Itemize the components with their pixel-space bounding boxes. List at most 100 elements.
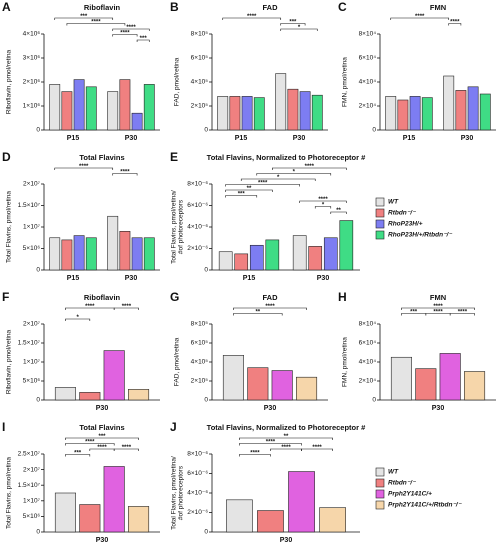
sig-label: * xyxy=(298,25,301,31)
bar xyxy=(217,96,229,131)
sig-bracket xyxy=(449,313,475,316)
bar xyxy=(397,99,409,131)
bar xyxy=(79,392,101,401)
chart-title: Total Flavins, Normalized to Photorecept… xyxy=(207,423,366,432)
sig-label: **** xyxy=(433,304,443,310)
panel-letter: A xyxy=(2,0,11,14)
y-tick-label: 4×10⁵ xyxy=(191,79,209,86)
sig-bracket xyxy=(54,167,114,170)
y-tick-label: 0 xyxy=(204,529,208,536)
y-tick-label: 6×10⁻⁶ xyxy=(187,202,208,209)
bar xyxy=(85,86,97,131)
y-tick-label: 2×10⁶ xyxy=(23,79,41,86)
sig-label: * xyxy=(277,175,280,181)
sig-label: **** xyxy=(120,170,130,176)
sig-label: *** xyxy=(238,192,246,198)
sig-label: *** xyxy=(140,36,148,42)
sig-label: * xyxy=(322,203,325,209)
legend-swatch xyxy=(375,489,385,499)
bar xyxy=(323,237,338,271)
legend-label: Rtbdn⁻/⁻ xyxy=(388,210,417,217)
sig-label: **** xyxy=(85,304,95,310)
bar xyxy=(79,504,101,533)
sig-label: **** xyxy=(85,440,95,446)
chart-title: Total Flavins xyxy=(79,153,124,162)
bar xyxy=(271,370,293,401)
sig-label: **** xyxy=(266,440,276,446)
y-tick-label: 6×10⁵ xyxy=(191,340,209,347)
panel-letter: F xyxy=(2,290,9,304)
bar xyxy=(253,97,265,131)
y-axis-label: FMN, pmol/retina xyxy=(342,57,349,107)
y-axis-label: Total Flavins, pmol/retina/ xyxy=(171,190,178,264)
chart-title: Total Flavins, Normalized to Photorecept… xyxy=(207,153,366,162)
sig-label: **** xyxy=(247,14,257,20)
x-tick-label: P30 xyxy=(96,405,109,412)
sig-bracket xyxy=(280,23,306,26)
y-tick-label: 6×10⁵ xyxy=(191,55,209,62)
legend-swatch xyxy=(375,208,385,218)
bar xyxy=(218,251,233,271)
panel-letter: B xyxy=(170,0,179,14)
bar xyxy=(292,235,307,271)
x-tick-label: P30 xyxy=(293,135,306,142)
sig-label: **** xyxy=(433,310,443,316)
sig-bracket xyxy=(225,184,300,187)
sig-label: *** xyxy=(74,451,82,457)
x-tick-label: P30 xyxy=(96,537,109,544)
legend-label: RhoP23H/+ xyxy=(388,221,423,228)
legend-swatch xyxy=(375,500,385,510)
bar xyxy=(143,237,155,271)
y-tick-label: 0 xyxy=(372,397,376,404)
bar xyxy=(390,356,412,401)
x-tick-label: P15 xyxy=(67,135,80,142)
sig-label: **** xyxy=(305,164,315,170)
y-tick-label: 6×10⁻⁶ xyxy=(187,470,208,477)
bar xyxy=(107,215,119,271)
y-tick-label: 2×10⁻⁶ xyxy=(187,509,208,516)
y-tick-label: 2×10⁵ xyxy=(191,103,209,110)
panel-letter: E xyxy=(170,150,178,164)
sig-bracket xyxy=(112,34,138,37)
sig-bracket xyxy=(390,17,450,20)
bar xyxy=(107,91,119,131)
sig-label: **** xyxy=(250,451,260,457)
sig-bracket xyxy=(112,173,138,176)
bar xyxy=(119,231,131,271)
y-tick-label: 2×10⁷ xyxy=(23,181,41,188)
chart-title: Total Flavins xyxy=(79,423,124,432)
bar xyxy=(299,91,311,131)
y-tick-label: 1.5×10⁷ xyxy=(18,340,41,347)
y-axis-label: Riboflavin, pmol/retina xyxy=(6,329,13,394)
bar xyxy=(385,96,397,131)
y-axis-label: Riboflavin, pmol/retina xyxy=(6,49,13,114)
x-tick-label: P30 xyxy=(125,135,138,142)
sig-label: **** xyxy=(281,445,291,451)
sig-bracket xyxy=(314,206,332,209)
sig-label: **** xyxy=(126,25,136,31)
chart-title: FMN xyxy=(430,3,446,12)
y-axis-label: Total Flavins, pmol/retina/ xyxy=(171,456,178,530)
bar xyxy=(443,75,455,131)
bar xyxy=(143,84,155,131)
panel-letter: I xyxy=(2,420,5,434)
sig-bracket xyxy=(256,173,332,176)
bar xyxy=(128,506,150,533)
legend-swatch xyxy=(375,478,385,488)
bar xyxy=(319,507,346,533)
legend-label: Prph2Y141C/+ xyxy=(388,491,432,498)
sig-label: *** xyxy=(289,20,297,26)
sig-bracket xyxy=(222,17,282,20)
y-tick-label: 4×10⁻⁶ xyxy=(187,490,208,497)
sig-label: * xyxy=(76,315,79,321)
bar xyxy=(265,239,280,271)
sig-label: **** xyxy=(265,304,275,310)
panel-letter: G xyxy=(170,290,179,304)
bar xyxy=(249,244,264,271)
sig-bracket xyxy=(239,454,271,457)
sig-label: **** xyxy=(318,197,328,203)
sig-label: **** xyxy=(458,310,468,316)
bar xyxy=(409,96,421,131)
legend-swatch xyxy=(375,467,385,477)
sig-bracket xyxy=(239,437,333,440)
